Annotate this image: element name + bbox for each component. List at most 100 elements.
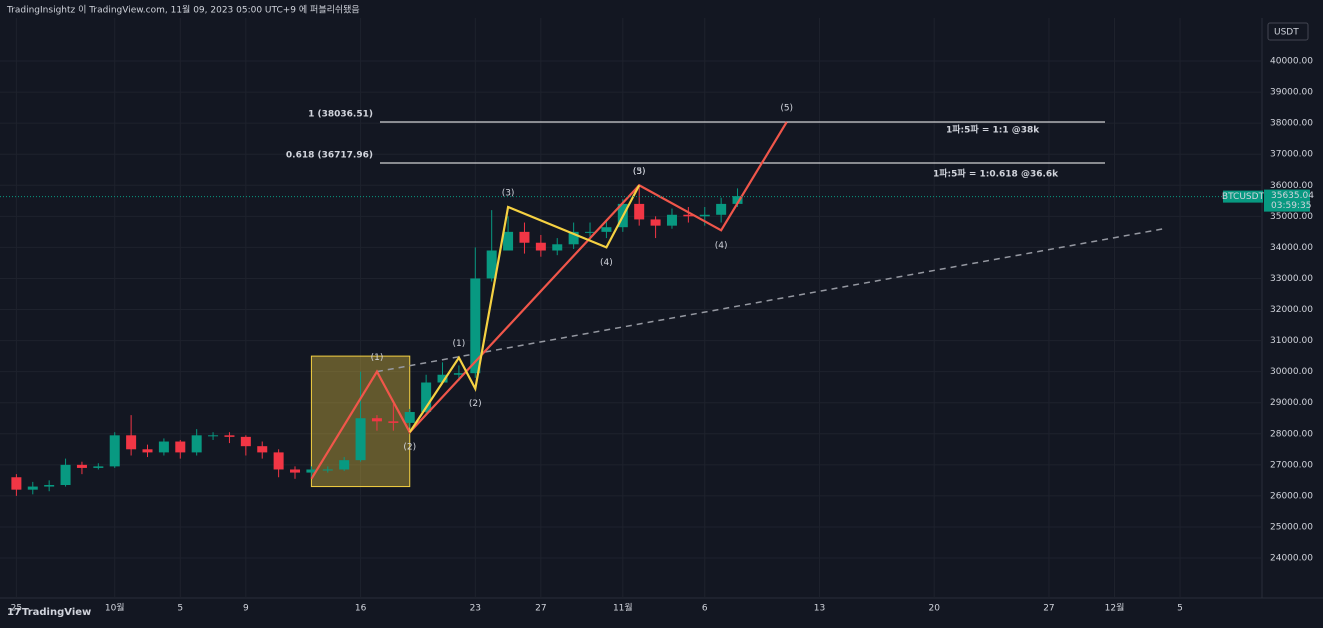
wave-label: (2)	[403, 443, 416, 453]
wave-label: (3)	[633, 167, 646, 177]
candle-body	[666, 214, 677, 226]
candle-body	[601, 227, 612, 232]
x-tick-label: 6	[702, 604, 708, 614]
annotation: 1파:5파 = 1:0.618 @36.6k	[933, 168, 1059, 180]
countdown: 03:59:35	[1271, 201, 1311, 211]
candle-body	[76, 464, 87, 468]
candle-body	[322, 469, 333, 471]
y-tick-label: 37000.00	[1270, 150, 1313, 160]
candle-body	[486, 250, 497, 279]
y-tick-label: 29000.00	[1270, 398, 1313, 408]
candle-body	[683, 214, 694, 217]
candle-body	[339, 460, 350, 470]
candle-body	[371, 418, 382, 422]
y-tick-label: 32000.00	[1270, 305, 1313, 315]
candle-body	[404, 412, 415, 423]
candle-body	[175, 441, 186, 453]
x-tick-label: 20	[928, 604, 940, 614]
y-tick-label: 33000.00	[1270, 274, 1313, 284]
wave-line	[408, 184, 641, 433]
x-tick-label: 12월	[1105, 602, 1125, 614]
candle-body	[732, 196, 743, 204]
x-tick-label: 10월	[105, 602, 125, 614]
last-price-label: 35635.04	[1271, 191, 1314, 201]
footer-brand: TradingView	[22, 607, 91, 618]
candle-body	[240, 436, 251, 447]
candle-body	[44, 485, 55, 487]
x-tick-label: 16	[355, 604, 367, 614]
candle-body	[503, 231, 514, 251]
y-tick-label: 39000.00	[1270, 88, 1313, 98]
candle-body	[109, 435, 120, 467]
candle-body	[699, 214, 710, 217]
candle-body	[93, 466, 104, 468]
y-tick-label: 28000.00	[1270, 429, 1313, 439]
y-tick-label: 27000.00	[1270, 460, 1313, 470]
candle-body	[388, 421, 399, 423]
candle-body	[650, 219, 661, 226]
candle-body	[437, 374, 448, 383]
y-tick-label: 26000.00	[1270, 491, 1313, 501]
fib-label: 0.618 (36717.96)	[286, 150, 373, 160]
wave-line	[310, 121, 788, 480]
x-tick-label: 27	[535, 604, 546, 614]
candle-body	[634, 203, 645, 220]
currency-button[interactable]	[1267, 22, 1309, 41]
wave-label: (3)	[502, 189, 515, 199]
y-tick-label: 40000.00	[1270, 57, 1313, 67]
y-tick-label: 24000.00	[1270, 554, 1313, 564]
candle-body	[126, 435, 137, 450]
y-tick-label: 35000.00	[1270, 212, 1313, 222]
wave-label: (1)	[453, 339, 466, 349]
x-tick-label: 5	[1177, 604, 1183, 614]
wave-label: (1)	[371, 353, 384, 363]
candle-body	[552, 244, 563, 251]
wave-label: (5)	[780, 104, 793, 114]
y-tick-label: 36000.00	[1270, 181, 1313, 191]
price-tag	[1264, 189, 1310, 212]
candle-body	[27, 486, 38, 490]
candle-body	[355, 418, 366, 461]
x-tick-label: 13	[814, 604, 825, 614]
y-tick-label: 25000.00	[1270, 522, 1313, 532]
wave-label: (4)	[715, 241, 728, 251]
y-tick-label: 31000.00	[1270, 336, 1313, 346]
candle-body	[158, 441, 169, 453]
candle-body	[568, 231, 579, 245]
x-tick-label: 27	[1043, 604, 1054, 614]
candle-body	[470, 278, 481, 374]
annotation: 1파:5파 = 1:1 @38k	[946, 124, 1040, 136]
wave-label: (5)	[633, 167, 646, 177]
candle-body	[290, 469, 301, 473]
x-tick-label: 9	[243, 604, 249, 614]
candle-body	[257, 446, 268, 453]
candle-body	[535, 242, 546, 251]
x-tick-label: 11월	[613, 602, 633, 614]
header-title: TradingInsightz 이 TradingView.com, 11월 0…	[6, 4, 360, 16]
wave-label: (4)	[600, 258, 613, 268]
footer-logo: 17	[7, 607, 21, 618]
candle-body	[453, 373, 464, 375]
candle-body	[142, 449, 153, 453]
symbol-label: BTCUSDT	[1222, 192, 1265, 202]
y-tick-label: 30000.00	[1270, 367, 1313, 377]
currency[interactable]: USDT	[1274, 28, 1299, 38]
y-tick-label: 38000.00	[1270, 119, 1313, 129]
candle-body	[306, 469, 317, 473]
candle-body	[224, 435, 235, 437]
candle-body	[60, 464, 71, 486]
x-tick-label: 23	[470, 604, 481, 614]
wave-label: (2)	[469, 399, 482, 409]
candle-body	[421, 382, 432, 413]
candle-body	[585, 231, 596, 233]
candle-body	[208, 435, 219, 437]
candle-body	[519, 231, 530, 243]
candle-body	[191, 435, 202, 453]
symbol-tag	[1223, 190, 1263, 203]
fib-label: 1 (38036.51)	[308, 110, 373, 120]
x-tick-label: 5	[177, 604, 183, 614]
trendline	[376, 228, 1164, 373]
candle-body	[273, 452, 284, 470]
